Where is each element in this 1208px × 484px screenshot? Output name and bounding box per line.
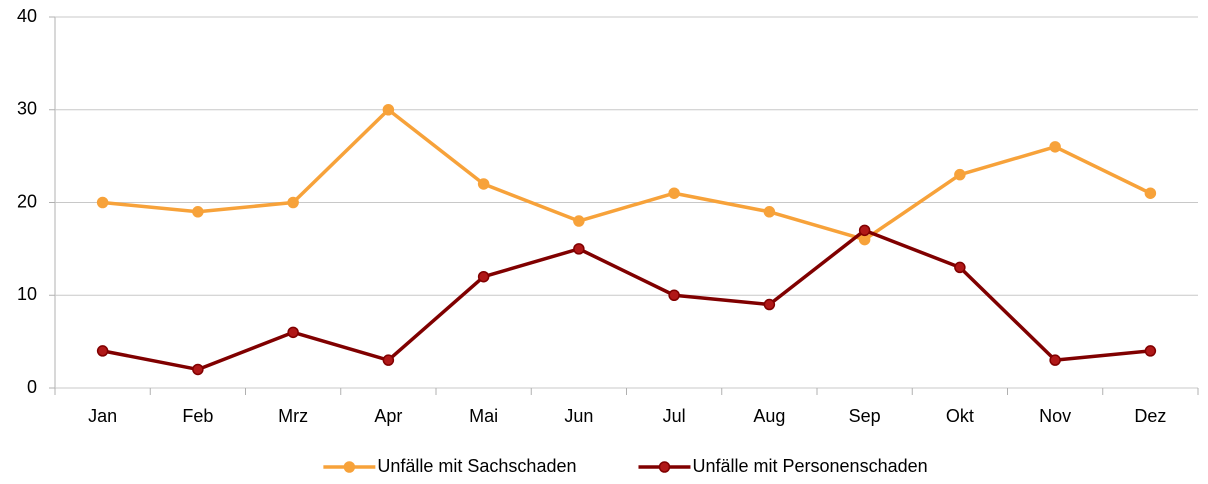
data-point: [477, 178, 490, 190]
data-point: [1144, 187, 1157, 199]
x-tick-label: Jan: [88, 406, 117, 426]
data-point: [858, 224, 871, 237]
y-tick-label: 30: [17, 99, 37, 119]
x-tick-label: Mrz: [278, 406, 308, 426]
data-point: [477, 270, 490, 283]
data-point: [192, 363, 204, 376]
legend-label: Unfälle mit Sachschaden: [377, 456, 576, 476]
data-point: [668, 289, 680, 301]
y-tick-label: 0: [27, 377, 37, 397]
x-tick-label: Nov: [1039, 406, 1071, 426]
x-tick-label: Okt: [946, 406, 974, 426]
y-tick-label: 20: [17, 191, 37, 211]
data-point: [382, 354, 395, 366]
data-point: [1144, 345, 1157, 357]
x-tick-label: Sep: [849, 406, 881, 426]
legend-label: Unfälle mit Personenschaden: [692, 456, 927, 476]
x-tick-label: Apr: [374, 406, 402, 426]
data-point: [668, 187, 680, 199]
data-point: [96, 345, 109, 357]
x-tick-label: Feb: [182, 406, 213, 426]
data-point: [954, 261, 966, 274]
data-point: [763, 298, 776, 311]
data-point: [573, 243, 585, 255]
data-point: [192, 206, 204, 218]
data-point: [1049, 141, 1061, 153]
x-tick-label: Jun: [564, 406, 593, 426]
legend-marker: [658, 461, 671, 473]
series-line: [102, 108, 1152, 242]
legend-marker: [343, 461, 356, 473]
data-point: [858, 233, 871, 246]
data-point: [954, 168, 966, 181]
data-point: [1049, 354, 1061, 366]
x-tick-label: Aug: [753, 406, 785, 426]
y-tick-label: 10: [17, 284, 37, 304]
data-point: [287, 196, 299, 209]
x-tick-label: Mai: [469, 406, 498, 426]
x-tick-label: Dez: [1134, 406, 1166, 426]
data-point: [287, 326, 299, 339]
series-line: [102, 228, 1151, 372]
x-tick-label: Jul: [663, 406, 686, 426]
data-point: [96, 196, 109, 209]
data-point: [573, 215, 585, 227]
data-point: [763, 206, 776, 218]
y-tick-label: 40: [17, 6, 37, 26]
data-point: [382, 104, 395, 116]
